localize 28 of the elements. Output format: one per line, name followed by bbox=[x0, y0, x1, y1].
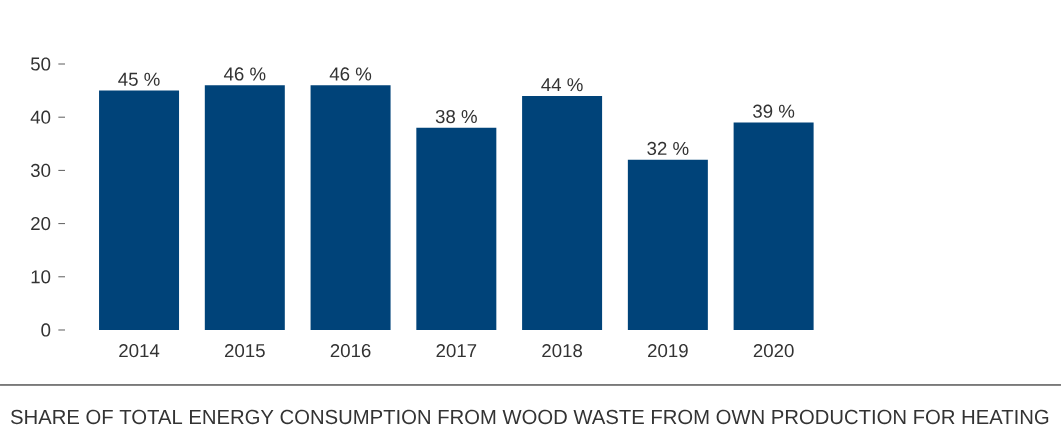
y-tick-label: 30 bbox=[30, 163, 51, 178]
x-tick-label: 2017 bbox=[436, 344, 477, 358]
data-label: 38 % bbox=[435, 109, 477, 124]
bar bbox=[733, 122, 814, 330]
data-label: 39 % bbox=[753, 104, 795, 118]
text: SHARE OF TOTAL ENERGY CONSUMPTION FROM WOOD WASTE FROM OWN PRODUCTION FOR HEATING bbox=[10, 409, 1049, 425]
bar bbox=[416, 127, 497, 330]
data-label: 45 % bbox=[118, 72, 160, 86]
x-tick-label: 2014 bbox=[119, 344, 160, 358]
bar bbox=[204, 85, 285, 330]
x-tick-label: 2016 bbox=[330, 344, 371, 358]
bar bbox=[310, 85, 391, 330]
y-tick-label: 40 bbox=[30, 110, 51, 124]
data-label: 46 % bbox=[329, 67, 372, 81]
x-tick-label: 2019 bbox=[648, 344, 688, 358]
y-tick-label: 0 bbox=[41, 323, 51, 337]
data-label: 46 % bbox=[223, 67, 266, 81]
bar bbox=[99, 90, 180, 330]
data-label: 44 % bbox=[541, 78, 583, 92]
bar bbox=[522, 95, 603, 330]
y-tick-label: 50 bbox=[30, 57, 51, 71]
bar bbox=[627, 159, 708, 330]
x-tick-label: 2015 bbox=[224, 344, 265, 358]
x-tick-label: 2018 bbox=[542, 344, 583, 358]
y-tick-label: 20 bbox=[31, 216, 51, 231]
x-tick-label: 2020 bbox=[753, 344, 794, 358]
y-tick-label: 10 bbox=[31, 270, 51, 284]
data-label: 32 % bbox=[647, 141, 689, 156]
